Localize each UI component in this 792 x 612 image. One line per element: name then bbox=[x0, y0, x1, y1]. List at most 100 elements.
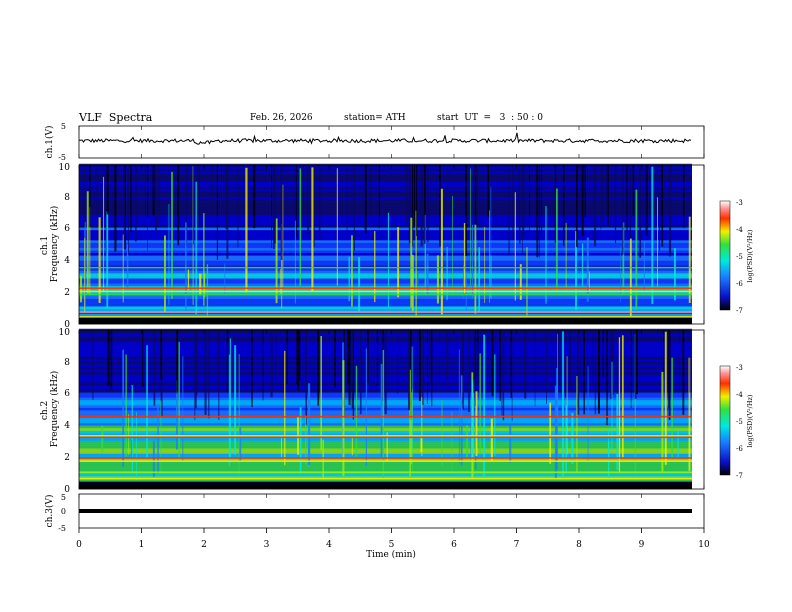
spectrogram-band bbox=[79, 461, 692, 464]
spectrogram-streak bbox=[144, 165, 146, 215]
spectrogram-streak bbox=[98, 217, 101, 303]
spectrogram-band bbox=[79, 440, 692, 444]
spectrogram-streak bbox=[645, 165, 647, 234]
spectrogram-streak bbox=[605, 165, 608, 216]
spectrogram-streak bbox=[418, 330, 421, 402]
spectrogram-band bbox=[79, 250, 692, 254]
spectrogram-streak bbox=[131, 384, 133, 473]
spectrogram-streak bbox=[446, 246, 448, 301]
spectrogram-streak bbox=[540, 165, 543, 235]
spectrogram-streak bbox=[562, 331, 564, 478]
ch1-colorbar-label: log(PSD)(V²/Hz) bbox=[746, 229, 754, 282]
spectrogram-streak bbox=[490, 186, 492, 297]
spectrogram-streak bbox=[336, 168, 338, 286]
spectrogram-band bbox=[79, 438, 692, 441]
spectrogram-streak bbox=[101, 425, 104, 452]
spectrogram-streak bbox=[651, 166, 654, 305]
spectrogram-streak bbox=[490, 418, 493, 461]
spectrogram-streak bbox=[360, 330, 362, 415]
spectrogram-streak bbox=[152, 441, 155, 477]
spectrogram-streak bbox=[364, 165, 367, 234]
spectrogram-streak bbox=[677, 431, 679, 458]
spectrogram-streak bbox=[476, 330, 479, 383]
spectrogram-streak bbox=[424, 214, 426, 295]
spectrogram-streak bbox=[284, 350, 286, 466]
spectrogram-streak bbox=[441, 400, 443, 467]
spectrogram-streak bbox=[657, 197, 659, 287]
spectrogram-streak bbox=[238, 353, 240, 476]
spectrogram-streak bbox=[302, 165, 304, 221]
spectrogram-streak bbox=[211, 165, 213, 217]
spectrogram-streak bbox=[374, 231, 376, 303]
spectrogram-streak bbox=[177, 165, 180, 246]
spectrogram-streak bbox=[514, 192, 516, 301]
spectrogram-streak bbox=[597, 330, 601, 414]
spectrogram-streak bbox=[157, 403, 159, 474]
spectrogram-streak bbox=[322, 439, 324, 480]
spectrogram-streak bbox=[131, 440, 133, 458]
spectrogram-streak bbox=[305, 415, 307, 465]
spectrogram-band bbox=[79, 270, 692, 274]
spectrogram-streak bbox=[600, 165, 602, 230]
spectrogram-streak bbox=[193, 165, 194, 245]
spectrogram-band bbox=[79, 168, 692, 172]
spectrogram-streak bbox=[128, 414, 130, 455]
spectrogram-streak bbox=[608, 428, 609, 453]
spectrogram-streak bbox=[320, 335, 322, 450]
ch2-ytick-8: 8 bbox=[64, 358, 70, 368]
spectrogram-band bbox=[79, 186, 692, 190]
spectrogram-streak bbox=[571, 412, 574, 464]
spectrogram-streak bbox=[463, 222, 466, 294]
spectrogram-streak bbox=[629, 238, 632, 316]
spectrogram-band bbox=[79, 201, 692, 205]
spectrogram-streak bbox=[124, 165, 126, 250]
time-axis: 0 1 2 3 4 5 6 7 8 9 10 bbox=[76, 126, 710, 550]
spectrogram-streak bbox=[224, 263, 226, 296]
spectrogram-streak bbox=[410, 217, 413, 308]
spectrogram-streak bbox=[346, 165, 348, 233]
ch1-cb-tick-7: -7 bbox=[736, 307, 743, 315]
spectrogram-streak bbox=[294, 220, 296, 304]
spectrogram-streak bbox=[471, 224, 474, 299]
spectrogram-streak bbox=[386, 432, 388, 461]
spectrogram-streak bbox=[160, 330, 163, 380]
spectrogram-streak bbox=[491, 330, 494, 397]
spectrogram-streak bbox=[611, 361, 613, 451]
spectrogram-band bbox=[79, 298, 692, 302]
spectrogram-band bbox=[79, 450, 692, 454]
spectrogram-band bbox=[79, 212, 692, 215]
ch2-spectrogram-image bbox=[79, 328, 704, 490]
spectrogram-streak bbox=[397, 227, 400, 298]
spectrogram-streak bbox=[606, 330, 608, 426]
spectrogram-band bbox=[79, 433, 692, 436]
spectrogram-streak bbox=[358, 257, 361, 312]
ch2-colorbar-ramp bbox=[719, 365, 731, 476]
spectrogram-streak bbox=[411, 254, 414, 312]
spectrogram-streak bbox=[566, 356, 568, 455]
spectrogram-streak bbox=[576, 376, 578, 473]
spectrogram-band bbox=[79, 303, 692, 307]
spectrogram-streak bbox=[564, 330, 566, 398]
spectrogram-streak bbox=[197, 165, 200, 228]
spectrogram-streak bbox=[601, 165, 604, 221]
spectrogram-streak bbox=[509, 425, 512, 463]
spectrogram-band bbox=[79, 301, 692, 304]
spectrogram-band bbox=[79, 222, 692, 226]
spectrogram-streak bbox=[397, 330, 399, 394]
spectrogram-streak bbox=[565, 222, 567, 290]
spectrogram-streak bbox=[439, 165, 441, 247]
spectrogram-streak bbox=[408, 165, 411, 243]
spectrogram-streak bbox=[689, 330, 691, 393]
spectrogram-streak bbox=[616, 394, 619, 470]
spectrogram-streak bbox=[176, 330, 178, 394]
spectrogram-streak bbox=[556, 368, 558, 470]
spectrogram-band bbox=[79, 443, 692, 447]
spectrogram-streak bbox=[334, 330, 336, 388]
spectrogram-streak bbox=[153, 330, 156, 406]
spectrogram-streak bbox=[387, 212, 389, 308]
spectrogram-streak bbox=[575, 165, 578, 248]
spectrogram-streak bbox=[146, 345, 148, 458]
ch1-cb-tick-5: -5 bbox=[736, 253, 743, 261]
spectrogram-streak bbox=[586, 237, 589, 302]
spectrogram-band bbox=[79, 262, 692, 266]
